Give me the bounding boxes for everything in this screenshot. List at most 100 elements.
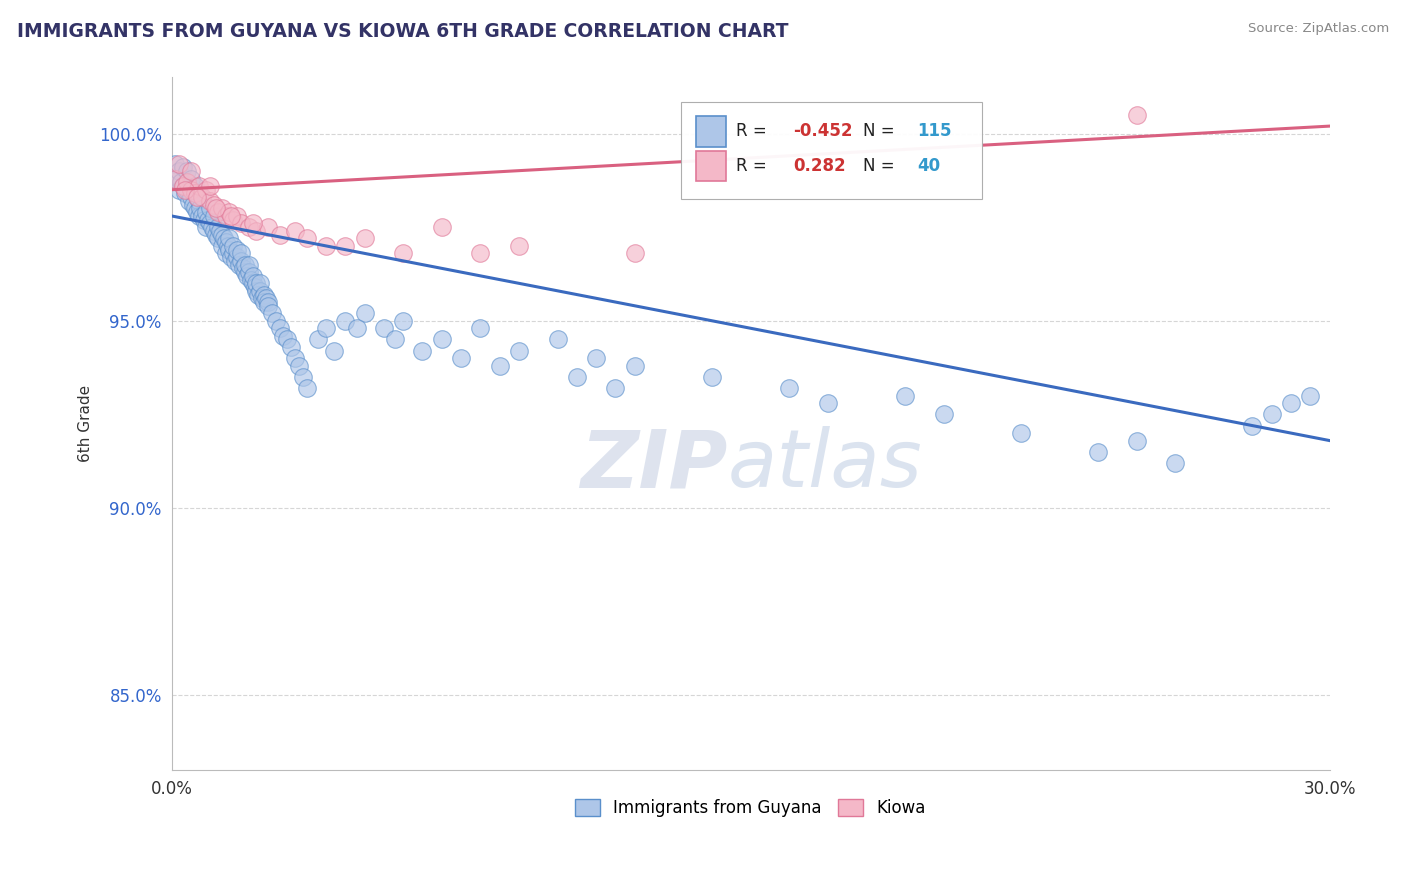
Point <box>252 291 274 305</box>
Point <box>187 209 209 223</box>
Point <box>221 209 243 223</box>
Point <box>430 333 453 347</box>
Point <box>172 161 194 175</box>
Point <box>254 291 277 305</box>
Point <box>180 190 202 204</box>
Point <box>238 265 260 279</box>
Point <box>295 381 318 395</box>
Point <box>346 321 368 335</box>
Point <box>700 370 723 384</box>
Point <box>232 261 254 276</box>
Point <box>226 243 249 257</box>
Point <box>229 246 252 260</box>
Point <box>176 175 198 189</box>
Point <box>201 220 224 235</box>
Point <box>180 171 202 186</box>
Point <box>202 198 225 212</box>
Point <box>229 253 252 268</box>
Point <box>411 343 433 358</box>
Point <box>253 287 276 301</box>
Point <box>307 333 329 347</box>
Point <box>183 202 205 216</box>
Point <box>257 220 280 235</box>
Point <box>1260 408 1282 422</box>
Point <box>295 231 318 245</box>
Legend: Immigrants from Guyana, Kiowa: Immigrants from Guyana, Kiowa <box>568 792 932 824</box>
Text: ZIP: ZIP <box>581 426 727 504</box>
Point <box>245 224 267 238</box>
Point <box>191 190 214 204</box>
Point <box>315 321 337 335</box>
Point <box>249 284 271 298</box>
Point <box>208 224 231 238</box>
Text: N =: N = <box>863 122 900 140</box>
Point <box>245 277 267 291</box>
Point <box>392 314 415 328</box>
Point <box>1241 418 1264 433</box>
Point <box>217 239 239 253</box>
Text: R =: R = <box>735 157 772 175</box>
Point <box>165 156 187 170</box>
Point <box>187 179 209 194</box>
Point <box>195 220 218 235</box>
Point <box>335 239 357 253</box>
Point <box>353 231 375 245</box>
Point <box>176 183 198 197</box>
Point <box>233 258 256 272</box>
Point <box>205 227 228 242</box>
Point <box>198 202 221 216</box>
Text: Source: ZipAtlas.com: Source: ZipAtlas.com <box>1249 22 1389 36</box>
Point <box>165 171 187 186</box>
Point <box>288 359 311 373</box>
Point <box>488 359 510 373</box>
Point <box>894 389 917 403</box>
Point <box>565 370 588 384</box>
Point <box>273 328 295 343</box>
Text: 40: 40 <box>917 157 941 175</box>
Point <box>205 202 228 216</box>
Point <box>177 194 200 208</box>
Point <box>335 314 357 328</box>
Point <box>169 183 191 197</box>
Point <box>222 212 245 227</box>
Point <box>174 183 197 197</box>
Point <box>226 250 249 264</box>
Point <box>222 239 245 253</box>
Point <box>214 209 236 223</box>
Text: -0.452: -0.452 <box>793 122 853 140</box>
Point <box>212 231 235 245</box>
Point <box>242 216 264 230</box>
Text: N =: N = <box>863 157 900 175</box>
Point <box>392 246 415 260</box>
Point <box>778 381 800 395</box>
Point <box>191 209 214 223</box>
Point <box>508 343 530 358</box>
Point <box>180 183 202 197</box>
Point <box>190 202 212 216</box>
Point <box>1164 456 1187 470</box>
Point <box>1279 396 1302 410</box>
Point <box>195 183 218 197</box>
Point <box>236 268 259 283</box>
Point <box>169 164 191 178</box>
Point <box>470 321 492 335</box>
Point <box>243 280 266 294</box>
Point <box>242 277 264 291</box>
Point <box>450 351 472 366</box>
Point <box>284 351 307 366</box>
Point <box>269 321 291 335</box>
Point <box>191 190 214 204</box>
Text: 0.282: 0.282 <box>793 157 846 175</box>
Point <box>186 205 208 219</box>
Point <box>264 314 287 328</box>
Point <box>315 239 337 253</box>
Point <box>195 205 218 219</box>
Point <box>242 268 264 283</box>
Point <box>384 333 406 347</box>
Text: IMMIGRANTS FROM GUYANA VS KIOWA 6TH GRADE CORRELATION CHART: IMMIGRANTS FROM GUYANA VS KIOWA 6TH GRAD… <box>17 22 789 41</box>
Point <box>353 306 375 320</box>
Point <box>218 243 240 257</box>
Point <box>224 253 246 268</box>
Point <box>207 231 229 245</box>
Y-axis label: 6th Grade: 6th Grade <box>79 385 93 462</box>
